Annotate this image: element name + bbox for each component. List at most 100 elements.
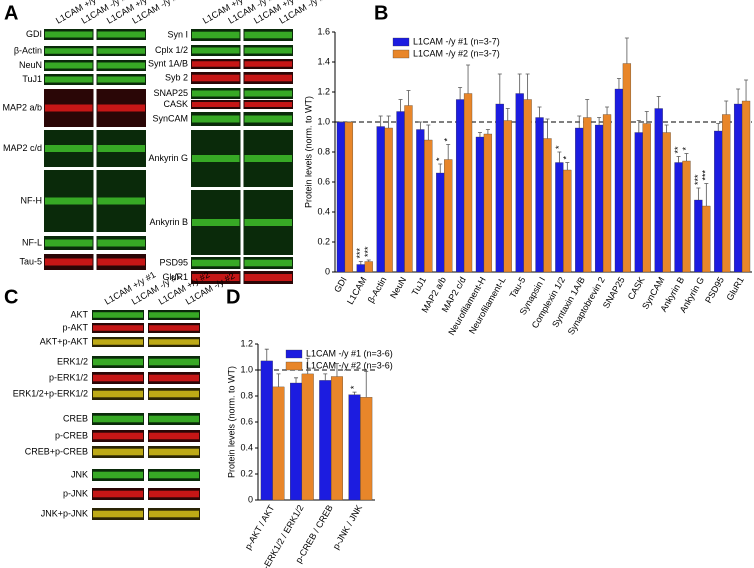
bar — [495, 103, 504, 273]
blot-band — [93, 312, 143, 318]
legend-label: L1CAM -/y #2 (n=3-6) — [306, 360, 393, 370]
bar — [674, 162, 683, 273]
error-bar — [577, 115, 582, 128]
y-tick-label: 0.2 — [240, 468, 253, 478]
x-tick-label: TuJ1 — [410, 275, 429, 297]
y-tick-label: 0.8 — [240, 390, 253, 400]
error-bar — [704, 183, 709, 206]
blot-label: Syn I — [167, 29, 188, 39]
error-bar — [418, 121, 423, 130]
blot-band — [45, 31, 93, 38]
blot-label: TuJ1 — [22, 74, 42, 84]
blot-band — [45, 258, 93, 266]
error-bar — [466, 64, 471, 94]
blot-label: AKT — [70, 309, 88, 319]
error-bar — [644, 111, 649, 124]
error-bar — [378, 115, 383, 127]
legend-swatch — [285, 349, 303, 359]
y-tick-label: 1.2 — [240, 338, 253, 348]
blot-band — [244, 102, 292, 107]
x-tick-label: β-Actin — [366, 275, 389, 304]
y-tick-label: 0 — [325, 266, 330, 276]
blot-band — [244, 47, 292, 54]
panel-label: B — [374, 2, 388, 24]
y-tick-label: 1.6 — [317, 26, 330, 36]
legend-swatch — [392, 49, 410, 59]
blot-band — [244, 31, 292, 39]
blot-band — [93, 448, 143, 456]
significance: *** — [701, 169, 711, 180]
error-bar — [438, 163, 443, 173]
blot-band — [97, 258, 145, 266]
bar — [463, 93, 473, 273]
bar — [614, 88, 624, 273]
blot-band — [93, 415, 143, 423]
blot-band — [93, 358, 143, 366]
blot-band — [192, 31, 240, 39]
blot-label: CREB — [63, 413, 88, 423]
blot-label: CASK — [163, 99, 188, 109]
bar — [583, 117, 592, 273]
bar — [396, 111, 405, 273]
blot-band — [244, 90, 292, 97]
blot-band — [192, 115, 240, 123]
blot-label: Cplx 1/2 — [155, 45, 188, 55]
y-tick-label: 0 — [248, 494, 253, 504]
blot-label: p-JNK — [63, 488, 88, 498]
blot-band — [93, 432, 143, 440]
bar — [503, 120, 512, 273]
blot-band — [244, 74, 292, 82]
bar — [301, 373, 314, 501]
y-axis-label: Protein levels (norm. to WT) — [226, 366, 236, 478]
bar — [575, 127, 584, 273]
error-bar — [364, 370, 369, 398]
bar — [424, 139, 433, 273]
blot-band — [149, 471, 199, 479]
error-bar — [525, 73, 530, 100]
significance: *** — [363, 246, 373, 257]
blot-band — [192, 74, 240, 82]
blot-band — [149, 358, 199, 366]
legend-swatch — [285, 361, 303, 371]
panel-label: D — [226, 286, 240, 308]
error-bar — [616, 78, 621, 89]
blot-band — [93, 390, 143, 398]
blot-band — [97, 239, 145, 247]
blot-label: JNK+p-JNK — [41, 508, 88, 518]
blot-label: p-ERK1/2 — [49, 372, 88, 382]
blot-band — [244, 61, 292, 67]
blot-band — [149, 325, 199, 331]
error-bar — [696, 187, 701, 200]
blot-band — [149, 415, 199, 423]
bar — [260, 360, 273, 501]
blot-label: AKT+p-AKT — [40, 336, 89, 346]
significance: *** — [693, 174, 703, 185]
blot-band — [149, 490, 199, 498]
legend-label: L1CAM -/y #2 (n=3-7) — [413, 48, 500, 58]
bar — [702, 205, 711, 273]
blot-band — [45, 145, 93, 152]
error-bar — [305, 357, 310, 374]
blot-band — [97, 31, 145, 38]
blot-label: Syb 2 — [165, 72, 188, 82]
bar — [272, 386, 285, 501]
y-tick-label: 1.0 — [317, 116, 330, 126]
blot-band — [97, 197, 145, 205]
significance: * — [554, 145, 564, 149]
x-tick-label: p-JNK / JNK — [331, 503, 364, 551]
blot-band — [45, 76, 93, 83]
bar — [483, 133, 493, 273]
significance: *** — [355, 247, 365, 258]
bar — [733, 103, 743, 273]
error-bar — [386, 115, 391, 128]
blot-band — [192, 155, 240, 162]
error-bar — [264, 348, 269, 361]
panel-label: A — [4, 2, 18, 24]
blot-label: JNK — [71, 469, 88, 479]
y-tick-label: 1.2 — [317, 86, 330, 96]
error-bar — [398, 99, 403, 112]
error-bar — [716, 123, 721, 131]
error-bar — [684, 153, 689, 161]
bar — [330, 376, 343, 501]
bar — [741, 100, 751, 273]
